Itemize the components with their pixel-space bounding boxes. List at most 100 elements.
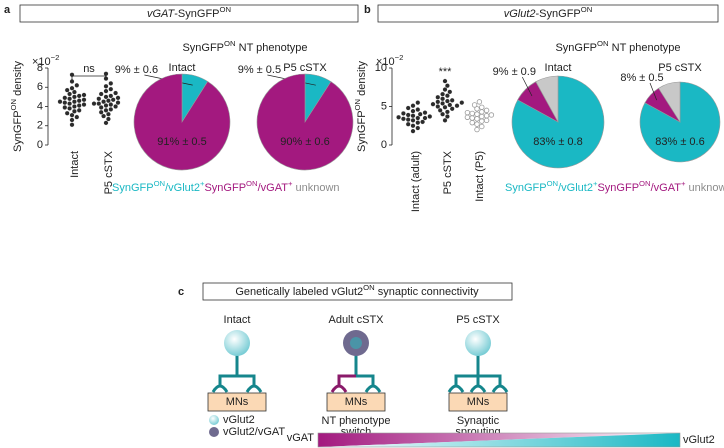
text-segment: ON	[246, 179, 258, 188]
text-segment: SynGFP	[112, 182, 154, 194]
branch	[478, 374, 502, 385]
data-point	[437, 107, 443, 113]
text-segment: synaptic connectivity	[375, 286, 479, 298]
y-tick-label: 8	[37, 62, 43, 74]
data-point	[442, 87, 448, 93]
branch	[454, 374, 478, 385]
text-segment: ON	[220, 5, 232, 14]
y-tick-label: 5	[381, 100, 387, 112]
data-point	[96, 101, 102, 107]
data-point	[420, 119, 426, 125]
data-point	[474, 106, 480, 112]
data-point	[440, 111, 446, 117]
mn-box	[326, 392, 386, 412]
data-point	[476, 99, 483, 105]
gradient-vglut2	[318, 433, 680, 447]
text-segment: NT phenotype	[609, 42, 681, 54]
data-point	[449, 97, 455, 103]
data-point	[454, 103, 460, 109]
data-point	[464, 114, 471, 120]
data-point	[103, 88, 109, 94]
data-point	[479, 113, 485, 120]
data-point	[98, 109, 104, 115]
data-point	[396, 114, 402, 120]
branch	[237, 374, 256, 385]
data-point	[405, 105, 411, 111]
gradient-label: vGAT	[287, 432, 315, 444]
legend: SynGFPON/vGlut2+SynGFPON/vGAT+ unknown	[505, 179, 724, 194]
column-caption: Synaptic	[457, 415, 500, 427]
data-point	[435, 103, 441, 109]
y-tick-label: 2	[37, 120, 43, 132]
data-point	[447, 89, 453, 95]
significance-bracket	[71, 75, 107, 80]
diagram-title: Genetically labeled vGlut2ON synaptic co…	[235, 283, 479, 298]
data-point	[479, 118, 485, 124]
text-segment: /vGlut2	[558, 182, 593, 194]
data-point	[474, 111, 480, 117]
data-point	[62, 100, 68, 106]
text-segment: SynGFP	[505, 182, 547, 194]
branch	[337, 374, 356, 385]
pie-wedge	[658, 81, 681, 124]
data-point	[427, 114, 433, 120]
data-point	[435, 99, 441, 105]
data-point	[57, 99, 63, 105]
data-point	[108, 80, 114, 86]
legend-entry: unknown	[292, 182, 339, 194]
x-tick-label: P5 cSTX	[103, 150, 115, 194]
gradient-frame	[317, 432, 681, 448]
text-segment: −2	[395, 53, 404, 62]
data-point	[410, 128, 416, 134]
leader-line	[649, 82, 657, 101]
data-point	[96, 96, 102, 102]
text-segment: unknown	[685, 182, 724, 194]
data-point	[479, 109, 485, 115]
data-point	[405, 117, 411, 123]
data-point	[71, 94, 77, 100]
data-point	[101, 113, 107, 119]
panel-label: b	[364, 4, 371, 16]
significance: ***	[439, 66, 453, 78]
data-point	[415, 120, 421, 126]
data-point	[69, 85, 75, 91]
data-point	[113, 103, 119, 109]
legend-swatch	[209, 427, 219, 437]
data-point	[440, 96, 446, 102]
data-point	[400, 110, 406, 116]
text-segment: /vGAT	[258, 182, 289, 194]
text-segment: ON	[597, 39, 609, 48]
legend-entry: SynGFPON/vGlut2+	[112, 179, 205, 194]
legend-entry: SynGFPON/vGAT+	[597, 179, 685, 194]
data-point	[108, 93, 114, 99]
data-point	[76, 103, 82, 109]
text-segment: /vGAT	[651, 182, 682, 194]
y-multiplier: ×10−2	[376, 53, 403, 68]
data-point	[440, 100, 446, 106]
data-point	[415, 125, 421, 131]
data-point	[62, 104, 68, 110]
text-segment: SynGFP	[204, 182, 246, 194]
pie-title: Intact	[545, 62, 572, 74]
value-label: 90% ± 0.6	[280, 136, 329, 148]
data-point	[67, 105, 73, 111]
data-point	[64, 87, 70, 93]
data-point	[415, 115, 421, 121]
terminal	[330, 384, 348, 393]
text-segment: density	[356, 60, 368, 98]
terminal	[211, 384, 229, 393]
gradient-label: vGlut2	[683, 434, 715, 446]
data-point	[108, 86, 114, 92]
text-segment: ON	[547, 179, 559, 188]
column-caption: NT phenotype	[322, 415, 391, 427]
data-point	[410, 117, 416, 123]
data-point	[76, 107, 82, 113]
panel-label: c	[178, 286, 184, 298]
soma	[224, 330, 250, 356]
data-point	[108, 102, 114, 108]
y-axis-label: SynGFPON density	[353, 60, 368, 152]
data-point	[442, 104, 448, 110]
data-point	[81, 92, 87, 98]
text-segment: SynGFP	[597, 182, 639, 194]
legend-entry: SynGFPON/vGlut2+	[505, 179, 598, 194]
